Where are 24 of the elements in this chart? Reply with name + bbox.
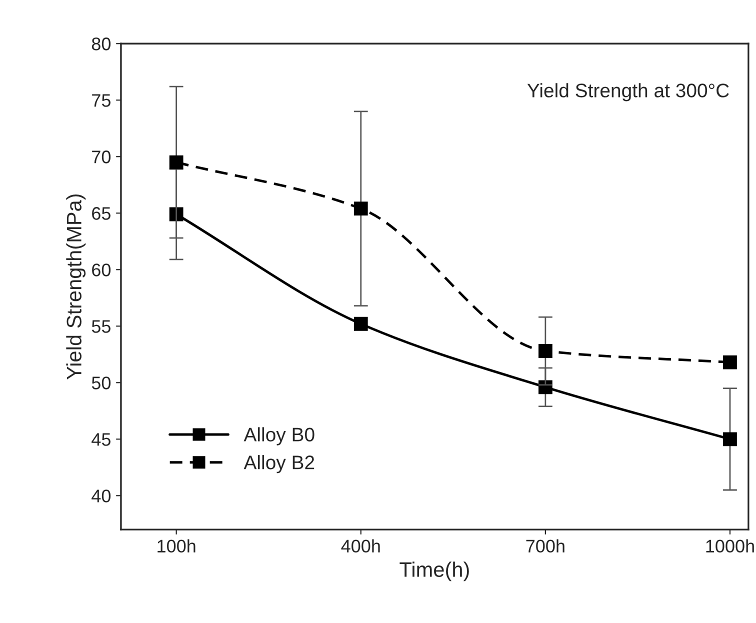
y-tick-label: 65 <box>92 207 110 220</box>
point <box>354 202 368 216</box>
x-tick-label: 400h <box>341 539 380 553</box>
x-tick-label: 100h <box>158 539 196 553</box>
y-axis-title: Yield Strength(MPa) <box>66 194 86 380</box>
point <box>723 432 737 446</box>
y-tick-label: 70 <box>92 150 111 164</box>
annotation: Yield Strength at 300°C <box>527 83 729 102</box>
legend-label: Alloy B0 <box>244 427 314 446</box>
point <box>723 355 737 370</box>
x-tick-label: 700h <box>526 539 564 553</box>
x-axis-title: Time(h) <box>400 562 469 582</box>
point <box>169 155 184 170</box>
y-tick-label: 75 <box>92 94 110 107</box>
y-tick-label: 40 <box>92 490 111 502</box>
legend-label: Alloy B2 <box>244 455 314 474</box>
y-tick-label: 45 <box>92 433 110 446</box>
y-tick-label: 80 <box>92 38 111 50</box>
y-tick-label: 55 <box>92 320 110 333</box>
point <box>354 316 368 331</box>
y-tick-label: 50 <box>92 376 111 390</box>
y-tick-label: 60 <box>92 264 111 276</box>
point <box>538 344 552 358</box>
x-tick-label: 1000h <box>706 539 754 553</box>
